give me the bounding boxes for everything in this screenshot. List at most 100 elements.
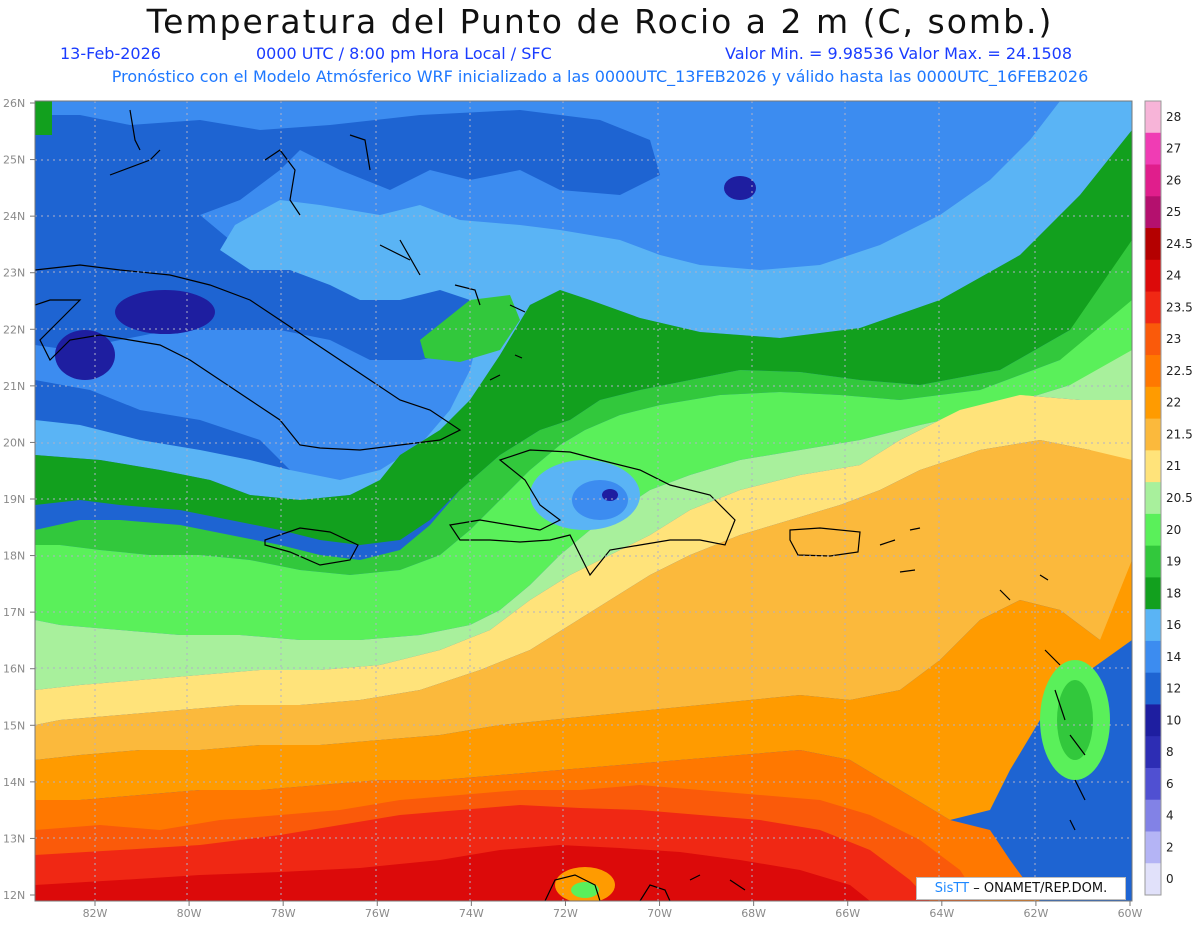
- colorbar-label: 14: [1166, 650, 1181, 664]
- colorbar-swatch: [1145, 545, 1161, 578]
- forecast-model-note: Pronóstico con el Modelo Atmósferico WRF…: [111, 67, 1089, 86]
- colorbar-label: 23: [1166, 332, 1181, 346]
- colorbar-swatch: [1145, 513, 1161, 547]
- lat-tick-label: 12N: [3, 889, 25, 902]
- coastline-lesser-antilles: [999, 574, 1086, 831]
- colorbar-label: 19: [1166, 555, 1181, 569]
- field-band-22: [35, 560, 1132, 820]
- longitude-axis: 82W 80W 78W 76W 74W 72W 70W 68W 66W 64W 62W 60W: [83, 901, 1143, 920]
- dewpoint-field: [35, 101, 1132, 901]
- lat-tick-label: 25N: [3, 154, 25, 167]
- field-spot-atlantic: [724, 176, 756, 200]
- colorbar-swatch: [1145, 609, 1161, 642]
- colorbar-label: 8: [1166, 745, 1174, 759]
- latitude-axis: 26N 25N 24N 23N 22N 21N 20N 19N 18N 17N 16N 15N 14N 1…: [3, 97, 35, 902]
- colorbar-label: 23.5: [1166, 300, 1193, 314]
- colorbar-label: 27: [1166, 142, 1181, 156]
- lon-tick-label: 66W: [835, 907, 860, 920]
- min-max-values: Valor Min. = 9.98536 Valor Max. = 24.150…: [725, 44, 1073, 63]
- colorbar-swatch: [1145, 767, 1161, 801]
- colorbar-swatch: [1145, 450, 1161, 483]
- coastline-jamaica: [264, 527, 359, 566]
- colorbar-swatch: [1145, 196, 1161, 229]
- colorbar-label: 20: [1166, 523, 1181, 537]
- lat-tick-label: 19N: [3, 493, 25, 506]
- colorbar-label: 12: [1166, 682, 1181, 696]
- colorbar-swatch: [1145, 831, 1161, 864]
- colorbar-label: 25: [1166, 205, 1181, 219]
- colorbar-swatch: [1145, 704, 1161, 737]
- field-spot-cuba-far-west: [55, 330, 115, 380]
- lat-tick-label: 20N: [3, 436, 25, 449]
- lon-tick-label: 60W: [1118, 907, 1143, 920]
- colorbar-swatch: [1145, 101, 1161, 134]
- lat-tick-label: 21N: [3, 380, 25, 393]
- colorbar-swatch: [1145, 799, 1161, 832]
- colorbar-swatch: [1145, 164, 1161, 197]
- colorbar-label: 28: [1166, 110, 1181, 124]
- coastline-cuba: [35, 264, 462, 451]
- coastline-virgin-islands: [879, 527, 921, 573]
- lon-tick-label: 76W: [365, 907, 390, 920]
- coastline-puerto-rico: [789, 527, 861, 557]
- colorbar-swatch: [1145, 482, 1161, 515]
- colorbar-label: 0: [1166, 872, 1174, 886]
- colorbar-label: 4: [1166, 809, 1174, 823]
- colorbar-label: 10: [1166, 713, 1181, 727]
- colorbar-swatch: [1145, 672, 1161, 705]
- lon-tick-label: 80W: [177, 907, 202, 920]
- colorbar-swatch: [1145, 228, 1161, 261]
- colorbar-label: 24.5: [1166, 237, 1193, 251]
- field-band-18-westedge: [35, 101, 52, 135]
- colorbar-label: 16: [1166, 618, 1181, 632]
- field-band-18-cuba: [420, 295, 520, 362]
- lat-tick-label: 15N: [3, 719, 25, 732]
- colorbar-label: 24: [1166, 269, 1181, 283]
- colorbar-swatch: [1145, 418, 1161, 451]
- plot-frame: [34, 100, 1133, 902]
- colorbar-label: 2: [1166, 840, 1174, 854]
- colorbar-label: 22: [1166, 396, 1181, 410]
- field-band-18: [35, 101, 1132, 545]
- colorbar-swatch: [1145, 640, 1161, 674]
- lat-tick-label: 24N: [3, 210, 25, 223]
- colorbar-label: 18: [1166, 586, 1181, 600]
- lat-tick-label: 22N: [3, 323, 25, 336]
- field-spot-hispaniola-c14: [572, 480, 628, 520]
- lon-tick-label: 72W: [553, 907, 578, 920]
- colorbar-legend: 2827262524.52423.52322.52221.52120.52019…: [1144, 100, 1193, 896]
- lat-lon-grid: [35, 101, 1132, 901]
- credit-text: – ONAMET/REP.DOM.: [973, 881, 1108, 896]
- colorbar-swatch: [1145, 577, 1161, 610]
- lat-tick-label: 18N: [3, 550, 25, 563]
- field-spot-south-america-c20: [571, 882, 599, 898]
- colorbar-frame: [1144, 100, 1162, 896]
- lat-tick-label: 17N: [3, 606, 25, 619]
- colorbar-label: 21.5: [1166, 427, 1193, 441]
- colorbar-swatch: [1145, 863, 1161, 896]
- colorbar-swatch: [1145, 386, 1161, 420]
- colorbar-swatch: [1145, 291, 1161, 324]
- field-band-19: [35, 240, 1132, 575]
- lat-tick-label: 16N: [3, 663, 25, 676]
- field-band-16: [35, 101, 1132, 500]
- lon-tick-label: 82W: [83, 907, 108, 920]
- credit-box: SisTT – ONAMET/REP.DOM.: [916, 877, 1126, 900]
- field-band-20-5: [35, 350, 1132, 690]
- colorbar-swatch: [1145, 132, 1161, 166]
- coastline-hispaniola: [448, 449, 736, 577]
- colorbar-swatch: [1145, 323, 1161, 356]
- lat-tick-label: 26N: [3, 97, 25, 110]
- colorbar-swatch: [1145, 736, 1161, 769]
- field-band-24: [35, 845, 870, 901]
- colorbar-label: 6: [1166, 777, 1174, 791]
- colorbar-label: 21: [1166, 459, 1181, 473]
- coastline-bahamas: [264, 134, 526, 313]
- colorbar-label: 20.5: [1166, 491, 1193, 505]
- lat-tick-label: 14N: [3, 776, 25, 789]
- colorbar-swatch: [1145, 259, 1161, 293]
- lon-tick-label: 64W: [929, 907, 954, 920]
- colorbar-swatch: [1145, 355, 1161, 388]
- forecast-date: 13-Feb-2026: [60, 44, 161, 63]
